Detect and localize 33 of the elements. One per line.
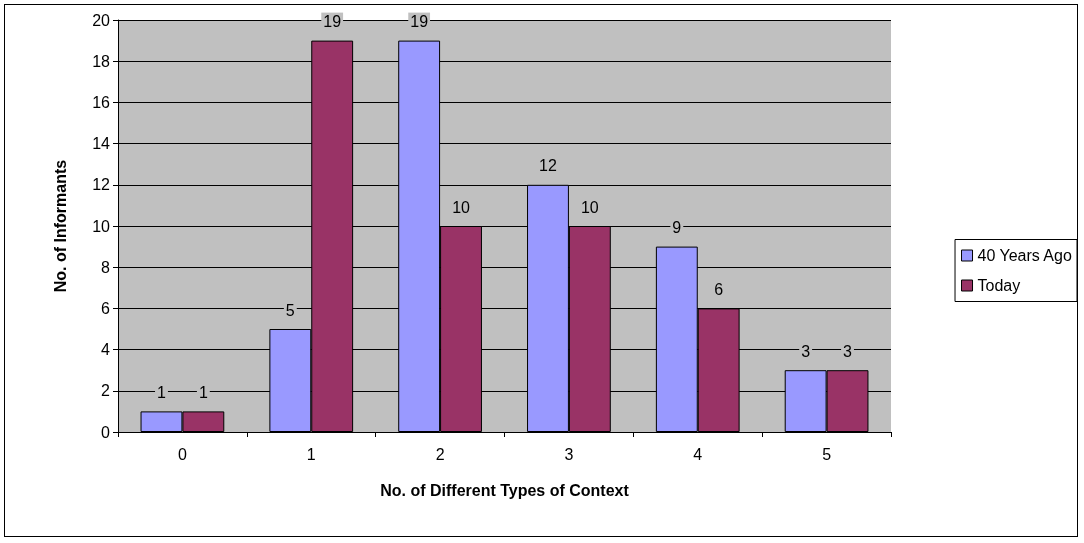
y-tick-label: 2 xyxy=(101,382,111,400)
y-tick-label: 6 xyxy=(101,299,111,317)
data-label: 12 xyxy=(539,157,557,175)
data-label: 3 xyxy=(843,342,853,360)
y-tick-label: 0 xyxy=(101,423,111,441)
x-tick-label: 5 xyxy=(822,445,832,463)
legend-label: Today xyxy=(977,277,1021,294)
data-label: 6 xyxy=(714,280,724,298)
y-tick-label: 18 xyxy=(92,52,111,70)
x-tick-label: 1 xyxy=(306,445,316,463)
x-tick-label: 2 xyxy=(435,445,445,463)
legend-label: 40 Years Ago xyxy=(977,247,1072,264)
y-tick-label: 10 xyxy=(92,217,111,235)
y-tick-label: 8 xyxy=(101,258,111,276)
data-label: 9 xyxy=(672,219,682,237)
data-label: 10 xyxy=(452,198,471,216)
data-label: 19 xyxy=(323,13,342,31)
x-tick-label: 3 xyxy=(564,445,574,463)
y-axis-title: No. of Informants xyxy=(51,159,69,293)
data-label: 1 xyxy=(198,383,208,401)
x-axis-title: No. of Different Types of Context xyxy=(380,481,630,499)
x-tick-label: 0 xyxy=(177,445,187,463)
data-label: 10 xyxy=(580,198,599,216)
data-label: 19 xyxy=(410,13,429,31)
y-tick-label: 14 xyxy=(92,135,111,153)
y-tick-label: 16 xyxy=(92,93,111,111)
y-tick-label: 4 xyxy=(101,341,111,359)
data-label: 5 xyxy=(285,301,295,319)
x-tick-label: 4 xyxy=(693,445,703,463)
data-label: 1 xyxy=(157,383,167,401)
y-tick-label: 12 xyxy=(92,176,111,194)
data-label: 3 xyxy=(801,342,811,360)
y-tick-label: 20 xyxy=(92,11,111,29)
